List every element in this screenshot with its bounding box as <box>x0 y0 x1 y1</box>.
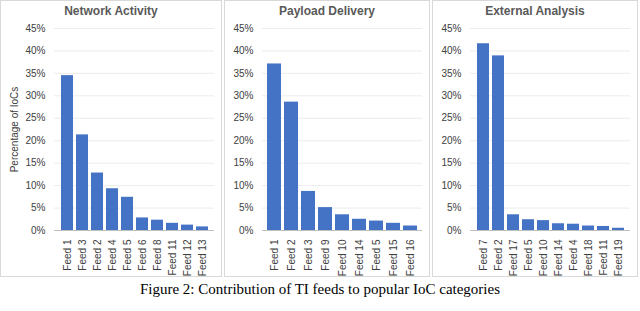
svg-text:0%: 0% <box>31 225 46 236</box>
svg-text:Feed 3: Feed 3 <box>77 239 88 271</box>
svg-text:30%: 30% <box>25 90 45 101</box>
svg-text:25%: 25% <box>441 112 461 123</box>
svg-text:10%: 10% <box>25 180 45 191</box>
svg-text:30%: 30% <box>233 90 253 101</box>
svg-text:Feed 3: Feed 3 <box>303 239 314 271</box>
svg-text:25%: 25% <box>233 112 253 123</box>
svg-text:0%: 0% <box>447 225 462 236</box>
svg-text:10%: 10% <box>233 180 253 191</box>
svg-text:30%: 30% <box>441 90 461 101</box>
svg-text:Feed 12: Feed 12 <box>182 239 193 276</box>
svg-text:20%: 20% <box>25 135 45 146</box>
svg-text:20%: 20% <box>233 135 253 146</box>
svg-text:45%: 45% <box>233 23 253 34</box>
svg-text:Feed 17: Feed 17 <box>508 239 519 276</box>
svg-text:Feed 8: Feed 8 <box>152 239 163 271</box>
svg-text:20%: 20% <box>441 135 461 146</box>
svg-text:40%: 40% <box>233 45 253 56</box>
svg-text:15%: 15% <box>233 157 253 168</box>
svg-text:Feed 4: Feed 4 <box>107 239 118 271</box>
svg-text:Feed 5: Feed 5 <box>122 239 133 271</box>
svg-text:Feed 10: Feed 10 <box>538 239 549 276</box>
svg-text:Feed 18: Feed 18 <box>583 239 594 276</box>
svg-text:Feed 2: Feed 2 <box>286 239 297 271</box>
html-text:Payload Delivery: Payload Delivery <box>279 4 375 18</box>
svg-text:Feed 16: Feed 16 <box>405 239 416 276</box>
svg-text:5%: 5% <box>239 202 254 213</box>
svg-text:Feed 15: Feed 15 <box>388 239 399 276</box>
svg-text:5%: 5% <box>447 202 462 213</box>
svg-text:Feed 11: Feed 11 <box>167 239 178 275</box>
svg-text:Feed 1: Feed 1 <box>269 239 280 271</box>
svg-text:5%: 5% <box>31 202 46 213</box>
svg-text:Feed 10: Feed 10 <box>337 239 348 276</box>
svg-text:Feed 11: Feed 11 <box>598 239 609 275</box>
svg-text:35%: 35% <box>233 68 253 79</box>
svg-text:Feed 9: Feed 9 <box>320 239 331 271</box>
svg-text:Percentage of IoCs: Percentage of IoCs <box>9 87 20 173</box>
svg-text:Feed 14: Feed 14 <box>354 239 365 276</box>
html-text:Figure 2: Contribution of TI f: Figure 2: Contribution of TI feeds to po… <box>140 281 500 297</box>
svg-text:45%: 45% <box>25 23 45 34</box>
svg-text:Feed 19: Feed 19 <box>613 239 624 276</box>
svg-text:40%: 40% <box>441 45 461 56</box>
svg-text:Feed 5: Feed 5 <box>523 239 534 271</box>
svg-text:35%: 35% <box>441 68 461 79</box>
svg-text:Feed 6: Feed 6 <box>137 239 148 271</box>
svg-text:10%: 10% <box>441 180 461 191</box>
svg-text:Feed 5: Feed 5 <box>371 239 382 271</box>
svg-text:Feed 2: Feed 2 <box>493 239 504 271</box>
svg-text:15%: 15% <box>25 157 45 168</box>
svg-text:45%: 45% <box>441 23 461 34</box>
svg-text:Feed 4: Feed 4 <box>568 239 579 271</box>
html-text:External Analysis: External Analysis <box>485 4 585 18</box>
svg-text:25%: 25% <box>25 112 45 123</box>
svg-text:Feed 13: Feed 13 <box>197 239 208 276</box>
html-text:Network Activity: Network Activity <box>64 4 158 18</box>
svg-text:Feed 14: Feed 14 <box>553 239 564 276</box>
svg-text:0%: 0% <box>239 225 254 236</box>
svg-text:35%: 35% <box>25 68 45 79</box>
svg-text:Feed 7: Feed 7 <box>478 239 489 271</box>
svg-text:15%: 15% <box>441 157 461 168</box>
svg-text:Feed 1: Feed 1 <box>62 239 73 271</box>
svg-text:Feed 2: Feed 2 <box>92 239 103 271</box>
svg-text:40%: 40% <box>25 45 45 56</box>
